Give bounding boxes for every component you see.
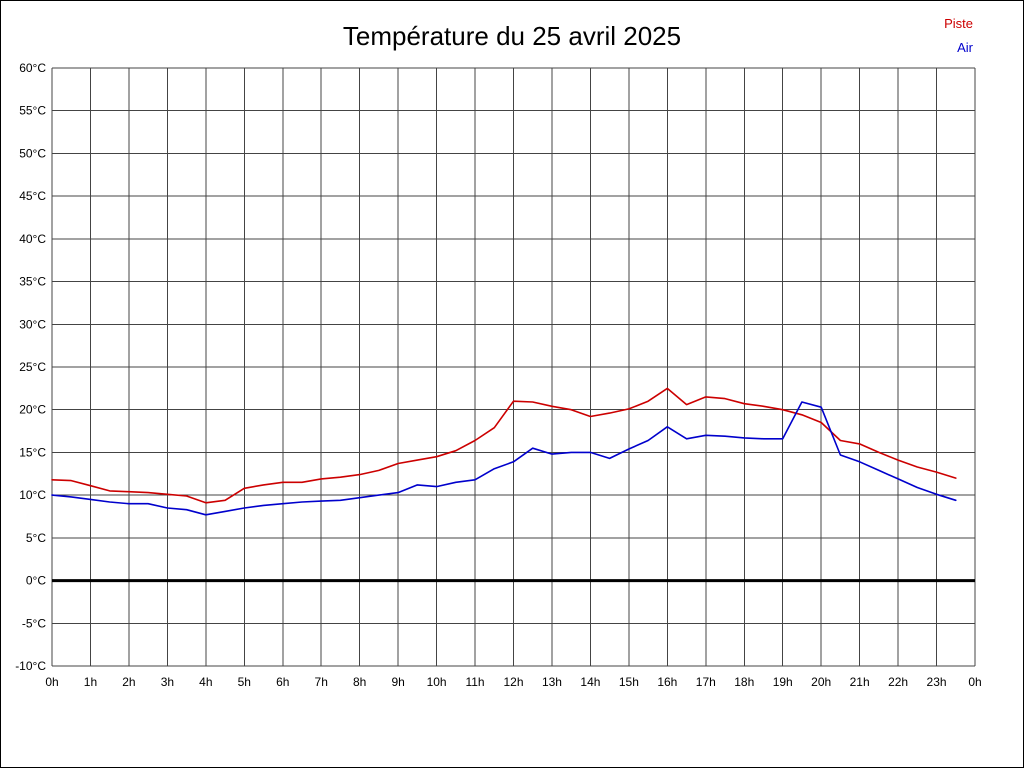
y-axis-tick-label: 35°C bbox=[19, 275, 46, 289]
x-axis-tick-label: 0h bbox=[968, 675, 981, 689]
x-axis-tick-label: 14h bbox=[580, 675, 600, 689]
series-line-air bbox=[51, 401, 957, 516]
y-axis-tick-label: 45°C bbox=[19, 189, 46, 203]
x-axis-tick-label: 9h bbox=[391, 675, 404, 689]
y-axis-tick-label: 60°C bbox=[19, 61, 46, 75]
x-axis-tick-label: 7h bbox=[315, 675, 328, 689]
x-axis-tick-label: 18h bbox=[734, 675, 754, 689]
legend-piste: Piste bbox=[944, 16, 973, 31]
chart-title: Température du 25 avril 2025 bbox=[342, 21, 682, 51]
x-axis-tick-label: 5h bbox=[238, 675, 251, 689]
x-axis-tick-label: 21h bbox=[850, 675, 870, 689]
x-axis-tick-label: 0h bbox=[45, 675, 58, 689]
chart-legend: Piste Air bbox=[944, 12, 973, 60]
y-axis-tick-label: 5°C bbox=[26, 531, 46, 545]
x-axis-tick-label: 12h bbox=[503, 675, 523, 689]
x-axis-tick-label: 13h bbox=[542, 675, 562, 689]
y-axis-tick-label: -10°C bbox=[15, 659, 46, 673]
y-axis-tick-label: 50°C bbox=[19, 146, 46, 160]
x-axis-tick-label: 20h bbox=[811, 675, 831, 689]
y-axis-tick-label: -5°C bbox=[22, 616, 46, 630]
x-axis-tick-label: 11h bbox=[465, 675, 484, 689]
x-axis-tick-label: 17h bbox=[696, 675, 716, 689]
y-axis-tick-label: 40°C bbox=[19, 232, 46, 246]
y-axis-tick-label: 15°C bbox=[19, 445, 46, 459]
series-line-piste bbox=[51, 387, 957, 504]
y-axis-tick-label: 30°C bbox=[19, 317, 46, 331]
y-axis-tick-label: 25°C bbox=[19, 360, 46, 374]
x-axis-tick-label: 6h bbox=[276, 675, 289, 689]
x-axis-tick-label: 22h bbox=[888, 675, 908, 689]
x-axis-tick-label: 19h bbox=[773, 675, 793, 689]
y-axis-tick-label: 20°C bbox=[19, 403, 46, 417]
x-axis-tick-label: 15h bbox=[619, 675, 639, 689]
x-axis-tick-label: 23h bbox=[927, 675, 947, 689]
x-axis-tick-label: 2h bbox=[122, 675, 135, 689]
x-axis-tick-label: 4h bbox=[199, 675, 212, 689]
x-axis-tick-label: 3h bbox=[161, 675, 174, 689]
x-axis-tick-label: 1h bbox=[84, 675, 97, 689]
y-axis-tick-label: 55°C bbox=[19, 104, 46, 118]
x-axis-tick-label: 8h bbox=[353, 675, 366, 689]
x-axis-tick-label: 10h bbox=[427, 675, 447, 689]
y-axis-tick-label: 0°C bbox=[26, 574, 46, 588]
y-axis-tick-label: 10°C bbox=[19, 488, 46, 502]
x-axis-tick-label: 16h bbox=[657, 675, 677, 689]
legend-air: Air bbox=[957, 40, 973, 55]
